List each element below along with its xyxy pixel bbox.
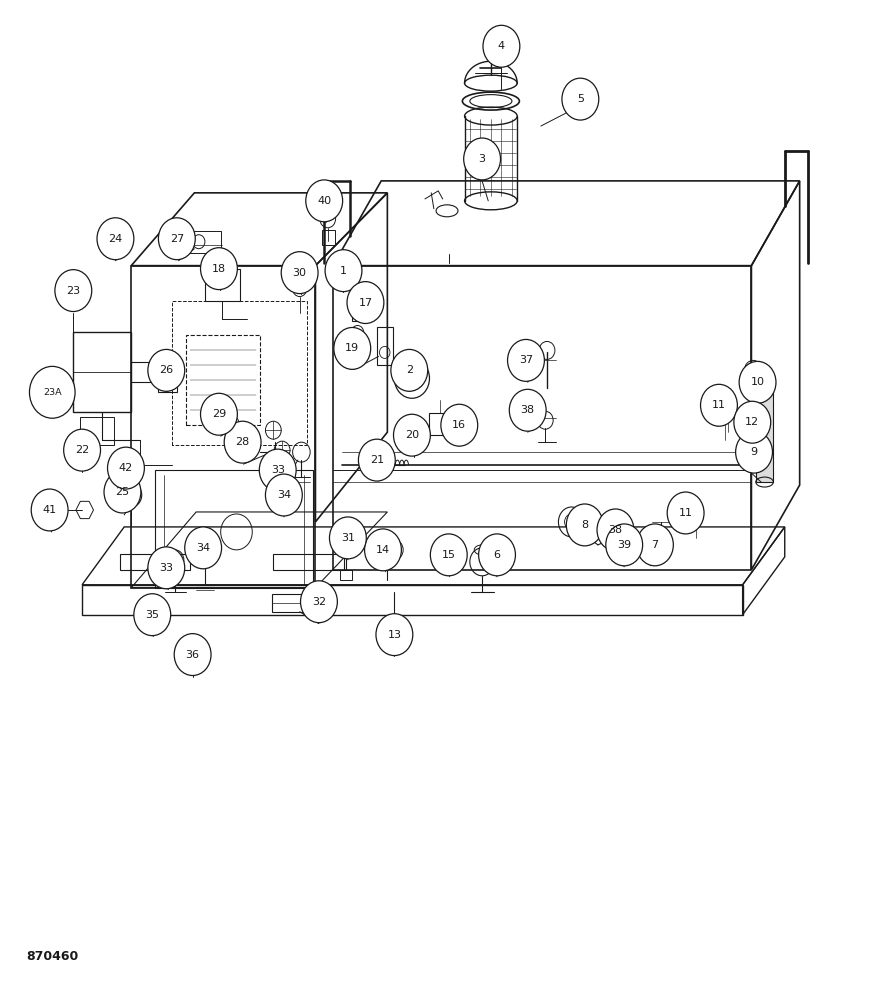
Text: 20: 20 — [405, 430, 419, 440]
Text: 25: 25 — [115, 487, 129, 497]
Circle shape — [441, 404, 478, 446]
Circle shape — [739, 361, 776, 403]
Text: 8: 8 — [581, 520, 589, 530]
Text: 13: 13 — [387, 630, 401, 640]
Circle shape — [358, 439, 395, 481]
Circle shape — [508, 339, 545, 381]
Circle shape — [97, 218, 134, 260]
Text: 1: 1 — [340, 266, 347, 276]
Circle shape — [510, 389, 546, 431]
Text: 40: 40 — [317, 196, 331, 206]
Text: 27: 27 — [170, 234, 184, 244]
Circle shape — [260, 449, 297, 491]
Circle shape — [325, 250, 362, 292]
Circle shape — [567, 504, 603, 546]
Text: 10: 10 — [751, 377, 765, 387]
Circle shape — [334, 327, 370, 369]
Circle shape — [391, 349, 428, 391]
Circle shape — [605, 524, 642, 566]
Text: 23A: 23A — [43, 388, 62, 397]
Text: 33: 33 — [159, 563, 173, 573]
Text: 9: 9 — [751, 447, 758, 457]
Text: 11: 11 — [712, 400, 726, 410]
Circle shape — [55, 270, 92, 312]
Text: 41: 41 — [42, 505, 56, 515]
Circle shape — [282, 252, 318, 294]
Text: 6: 6 — [494, 550, 501, 560]
Circle shape — [63, 429, 100, 471]
Circle shape — [148, 547, 185, 589]
Circle shape — [104, 471, 141, 513]
Circle shape — [393, 414, 430, 456]
Text: 32: 32 — [312, 597, 326, 607]
Text: 30: 30 — [293, 268, 306, 278]
Text: 37: 37 — [519, 355, 533, 365]
Text: 39: 39 — [617, 540, 631, 550]
Circle shape — [174, 634, 211, 676]
Text: 28: 28 — [236, 437, 250, 447]
Text: 17: 17 — [358, 298, 372, 308]
Circle shape — [31, 489, 68, 531]
Text: 12: 12 — [745, 417, 759, 427]
FancyBboxPatch shape — [756, 387, 774, 482]
Circle shape — [667, 492, 704, 534]
Text: 7: 7 — [651, 540, 658, 550]
Circle shape — [430, 534, 467, 576]
Circle shape — [479, 534, 516, 576]
Circle shape — [376, 614, 413, 656]
Circle shape — [201, 248, 238, 290]
Circle shape — [148, 349, 185, 391]
Circle shape — [597, 509, 634, 551]
Circle shape — [301, 581, 337, 623]
Circle shape — [347, 282, 384, 323]
Text: 3: 3 — [479, 154, 486, 164]
Text: 5: 5 — [577, 94, 583, 104]
Text: 36: 36 — [186, 650, 200, 660]
Circle shape — [201, 393, 238, 435]
Circle shape — [134, 594, 171, 636]
Text: 34: 34 — [196, 543, 210, 553]
Circle shape — [185, 527, 222, 569]
Circle shape — [364, 529, 401, 571]
Text: 38: 38 — [608, 525, 622, 535]
Circle shape — [29, 366, 75, 418]
Circle shape — [736, 431, 773, 473]
Text: 4: 4 — [498, 41, 505, 51]
Text: 42: 42 — [119, 463, 133, 473]
Text: 2: 2 — [406, 365, 413, 375]
Circle shape — [107, 447, 144, 489]
Circle shape — [329, 517, 366, 559]
Circle shape — [224, 421, 261, 463]
Text: 26: 26 — [159, 365, 173, 375]
Text: 16: 16 — [452, 420, 466, 430]
Circle shape — [636, 524, 673, 566]
Text: 34: 34 — [277, 490, 291, 500]
Circle shape — [305, 180, 342, 222]
Text: 14: 14 — [376, 545, 390, 555]
Text: 21: 21 — [370, 455, 384, 465]
Circle shape — [266, 474, 302, 516]
Text: 19: 19 — [345, 343, 359, 353]
Text: 24: 24 — [108, 234, 122, 244]
Text: 15: 15 — [442, 550, 456, 560]
Circle shape — [158, 218, 195, 260]
Text: 31: 31 — [341, 533, 355, 543]
Text: 35: 35 — [145, 610, 159, 620]
Circle shape — [700, 384, 737, 426]
Text: 870460: 870460 — [26, 950, 78, 963]
Text: 18: 18 — [212, 264, 226, 274]
Text: 22: 22 — [75, 445, 89, 455]
Text: 33: 33 — [271, 465, 285, 475]
Circle shape — [734, 401, 771, 443]
Text: 38: 38 — [521, 405, 535, 415]
Text: 29: 29 — [212, 409, 226, 419]
Circle shape — [562, 78, 598, 120]
Circle shape — [464, 138, 501, 180]
Text: 11: 11 — [678, 508, 693, 518]
Text: 23: 23 — [66, 286, 80, 296]
Circle shape — [483, 25, 520, 67]
